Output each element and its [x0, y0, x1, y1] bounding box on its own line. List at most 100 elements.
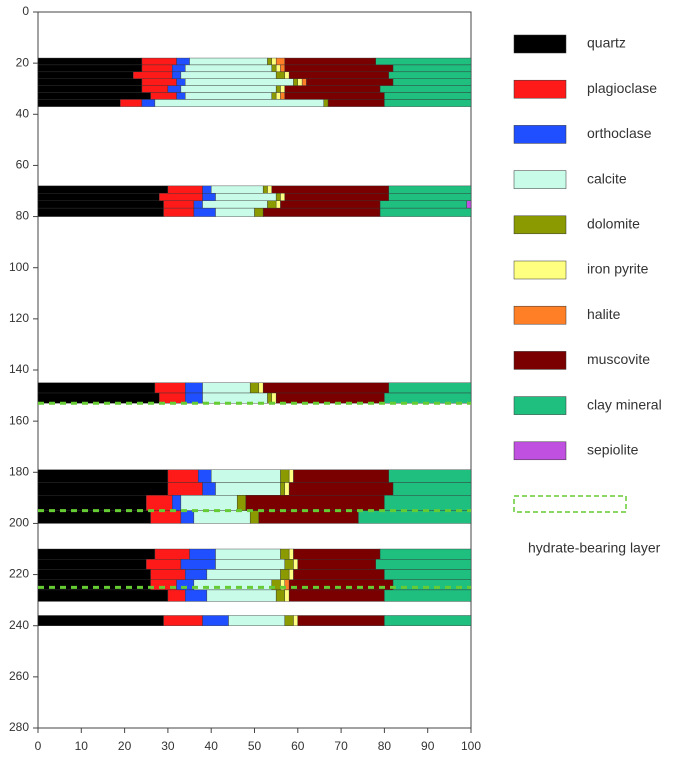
bar-segment [267, 392, 273, 404]
bar-segment [37, 85, 143, 93]
bar-segment [180, 559, 216, 570]
bar-segment [280, 64, 286, 73]
bar-segment [141, 57, 177, 66]
bar-segment [284, 64, 394, 73]
y-tick-label: 280 [9, 720, 29, 734]
y-tick-label: 220 [9, 567, 29, 581]
bar-segment [159, 193, 203, 201]
bar-segment [267, 57, 273, 66]
x-tick-label: 50 [248, 739, 262, 753]
bar-segment [293, 469, 389, 483]
bar-segment [37, 482, 169, 496]
bar-segment [275, 200, 281, 209]
bar-segment [150, 569, 186, 580]
bar-segment [37, 615, 164, 626]
x-tick-label: 60 [291, 739, 305, 753]
bar-segment [37, 64, 143, 73]
legend-swatch [513, 351, 567, 370]
legend-label: orthoclase [587, 125, 652, 141]
bar-segment [280, 193, 286, 201]
bar-segment [150, 510, 182, 524]
legend-swatch [513, 396, 567, 415]
bar-segment [180, 85, 277, 93]
bar-segment [267, 200, 277, 209]
legend-label: clay mineral [587, 396, 662, 412]
bar-segment [37, 559, 147, 570]
bar-segment [249, 510, 260, 524]
y-tick-label: 160 [9, 413, 29, 427]
bar-segment [392, 78, 472, 86]
bar-segment [37, 71, 134, 79]
bar-segment [254, 207, 264, 217]
y-tick-label: 200 [9, 516, 29, 530]
bar-segment [288, 71, 389, 79]
y-tick-label: 180 [9, 464, 29, 478]
bar-segment [154, 382, 186, 394]
bar-segment [280, 548, 290, 560]
bar-segment [384, 99, 472, 107]
bar-segment [141, 64, 173, 73]
bar-segment [159, 392, 186, 404]
bar-segment [202, 392, 268, 404]
bar-segment [37, 469, 169, 483]
legend-label: quartz [587, 35, 626, 51]
bar-segment [37, 382, 156, 394]
bar-segment [267, 185, 273, 194]
bar-segment [37, 207, 164, 217]
bar-segment [323, 99, 329, 107]
bar-segment [228, 615, 286, 626]
legend-swatch [513, 305, 567, 325]
bar-segment [37, 495, 147, 511]
bar-segment [275, 589, 286, 602]
bar-segment [189, 57, 268, 66]
bar-segment [284, 71, 290, 79]
bar-segment [185, 92, 273, 100]
bar-segment [384, 495, 472, 511]
bar-segment [288, 482, 394, 496]
bar-segment [284, 482, 290, 496]
legend-label: iron pyrite [587, 261, 649, 277]
bar-segment [141, 78, 177, 86]
bar-segment [384, 569, 472, 580]
bar-segment [358, 510, 472, 524]
bar-segment [146, 495, 173, 511]
legend-swatch [513, 34, 567, 54]
bar-segment [288, 589, 385, 602]
bar-segment [163, 200, 195, 209]
bar-segment [215, 559, 286, 570]
bar-segment [202, 615, 229, 626]
legend-swatch [513, 125, 567, 144]
bar-segment [215, 482, 281, 496]
bar-segment [275, 85, 281, 93]
bar-segment [388, 185, 472, 194]
bar-segment [133, 71, 173, 79]
bar-segment [167, 482, 203, 496]
bar-segment [379, 548, 472, 560]
bar-segment [293, 78, 299, 86]
bar-segment [392, 64, 472, 73]
bar-segment [185, 64, 273, 73]
bar-segment [180, 71, 277, 79]
bar-segment [185, 382, 203, 394]
bar-segment [284, 559, 294, 570]
legend-label: hydrate-bearing layer [528, 540, 661, 556]
legend-label: sepiolite [587, 442, 639, 458]
y-tick-label: 260 [9, 669, 29, 683]
bar-segment [293, 569, 385, 580]
bar-segment [37, 99, 121, 107]
bar-segment [258, 510, 359, 524]
bar-segment [280, 92, 286, 100]
bar-segment [262, 382, 389, 394]
bar-segment [37, 510, 151, 524]
bar-segment [150, 92, 177, 100]
legend-swatch [513, 495, 627, 513]
bar-segment [384, 392, 472, 404]
bar-segment [284, 92, 385, 100]
legend-label: calcite [587, 170, 627, 186]
bar-segment [284, 615, 294, 626]
bar-segment [262, 207, 381, 217]
bar-segment [37, 78, 143, 86]
bar-segment [206, 589, 277, 602]
bar-segment [384, 589, 472, 602]
